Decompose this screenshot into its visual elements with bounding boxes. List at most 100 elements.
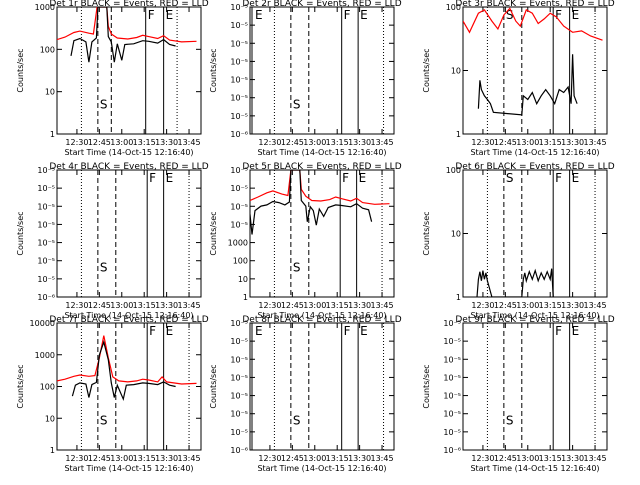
y-axis-label: Counts/sec [422, 211, 431, 255]
x-tick-label: 12:30 [471, 138, 494, 147]
y-axis-label: Counts/sec [209, 211, 218, 255]
panel-title: Det 5r BLACK = Events, RED = LLD [242, 162, 401, 172]
event-marker-label: S [100, 414, 108, 428]
x-tick-label: 13:30 [155, 138, 178, 147]
panel-det-7r: Det 7r BLACK = Events, RED = LLD 1 10 100 10… [16, 315, 209, 473]
y-tick-label: 10⁻⁵ [230, 76, 248, 85]
event-marker-label: S [506, 414, 514, 428]
y-tick-label: 10 [451, 67, 461, 76]
x-tick-label: 13:30 [348, 454, 371, 463]
x-tick-label: 12:30 [258, 454, 281, 463]
y-axis-label: Counts/sec [16, 48, 25, 92]
y-tick-label: 10 [45, 88, 55, 97]
y-tick-label: 1 [50, 130, 55, 139]
y-tick-label: 1 [456, 293, 461, 302]
x-tick-label: 12:45 [88, 301, 111, 310]
plot-frame [56, 169, 202, 298]
y-tick-label: 10⁻⁵ [443, 337, 461, 346]
y-tick-label: 1000 [228, 239, 248, 248]
y-tick-label: 10⁻⁵ [37, 257, 55, 266]
x-tick-label: 13:00 [303, 301, 326, 310]
panel-det-4r: Det 4r BLACK = Events, RED = LLD 10⁻⁶ 10⁻⁵… [16, 162, 209, 320]
series-line-lld [250, 170, 390, 205]
x-tick-label: 13:00 [516, 301, 539, 310]
x-tick-label: 13:00 [110, 301, 133, 310]
panel-title: Det 6r BLACK = Events, RED = LLD [455, 162, 614, 172]
x-tick-label: 13:30 [561, 454, 584, 463]
y-tick-label: 10⁻⁵ [230, 319, 248, 328]
x-tick-label: 13:15 [326, 138, 349, 147]
y-tick-label: 1 [243, 293, 248, 302]
event-marker-label: F [555, 324, 562, 338]
x-tick-label: 13:45 [371, 138, 394, 147]
y-tick-label: 10⁻⁶ [230, 130, 248, 139]
series-line-events [476, 268, 554, 297]
panel-det-2r: Det 2r BLACK = Events, RED = LLD 10⁻⁶ 10⁻⁵… [209, 0, 402, 157]
y-tick-label: 1 [50, 446, 55, 455]
event-marker-label: S [506, 8, 514, 22]
y-tick-label: 10⁻⁵ [230, 355, 248, 364]
plot-frame [462, 322, 608, 451]
event-marker-label: F [555, 171, 562, 185]
x-tick-label: 13:30 [155, 454, 178, 463]
plot-frame [462, 6, 608, 135]
event-marker-label: E [360, 324, 368, 338]
panel-title: Det 7r BLACK = Events, RED = LLD [49, 315, 208, 325]
y-tick-label: 10⁻⁵ [443, 428, 461, 437]
x-tick-label: 12:45 [88, 454, 111, 463]
event-marker-label: F [344, 324, 351, 338]
event-marker-label: E [360, 8, 368, 22]
x-tick-label: 13:45 [584, 138, 607, 147]
y-tick-label: 1000 [35, 3, 55, 12]
x-tick-label: 13:15 [539, 301, 562, 310]
event-marker-label: E [166, 8, 174, 22]
y-tick-label: 10⁻⁵ [443, 319, 461, 328]
y-tick-label: 10⁻⁵ [37, 275, 55, 284]
y-tick-label: 10⁻⁵ [230, 392, 248, 401]
y-tick-label: 10⁻⁵ [37, 202, 55, 211]
y-tick-label: 1 [456, 130, 461, 139]
x-tick-label: 13:30 [348, 138, 371, 147]
event-marker-label: E [572, 171, 580, 185]
y-tick-label: 10⁻⁵ [37, 184, 55, 193]
x-axis-label: Start Time (14-Oct-15 12:16:40) [470, 464, 599, 473]
event-marker-label: S [293, 98, 301, 112]
y-tick-label: 100 [40, 383, 55, 392]
event-marker-label: S [506, 171, 514, 185]
panel-det-8r: Det 8r BLACK = Events, RED = LLD 10⁻⁶ 10⁻⁵… [209, 315, 402, 473]
x-tick-label: 13:45 [371, 454, 394, 463]
y-axis-label: Counts/sec [16, 364, 25, 408]
plot-frame [249, 6, 395, 135]
x-axis-label: Start Time (14-Oct-15 12:16:40) [470, 148, 599, 157]
x-tick-label: 12:30 [65, 301, 88, 310]
y-tick-label: 10⁻⁵ [230, 39, 248, 48]
x-tick-label: 13:15 [539, 454, 562, 463]
x-tick-label: 12:45 [494, 454, 517, 463]
y-tick-label: 10⁻⁵ [230, 202, 248, 211]
panel-title: Det 2r BLACK = Events, RED = LLD [242, 0, 401, 9]
x-axis-label: Start Time (14-Oct-15 12:16:40) [64, 148, 193, 157]
y-tick-label: 10⁻⁵ [443, 410, 461, 419]
x-tick-label: 13:00 [110, 138, 133, 147]
y-tick-label: 10⁻⁵ [230, 3, 248, 12]
event-marker-label: S [100, 261, 108, 275]
x-tick-label: 13:45 [178, 454, 201, 463]
panel-det-1r: Det 1r BLACK = Events, RED = LLD 1 10 100 10… [16, 0, 209, 157]
x-tick-label: 12:45 [494, 301, 517, 310]
x-axis-label: Start Time (14-Oct-15 12:16:40) [257, 148, 386, 157]
x-tick-label: 13:30 [561, 301, 584, 310]
x-axis-label: Start Time (14-Oct-15 12:16:40) [470, 311, 599, 320]
x-tick-label: 12:45 [281, 454, 304, 463]
panel-title: Det 4r BLACK = Events, RED = LLD [49, 162, 208, 172]
y-tick-label: 10⁻⁵ [230, 428, 248, 437]
x-tick-label: 13:30 [348, 301, 371, 310]
y-tick-label: 100 [233, 257, 248, 266]
y-tick-label: 10 [451, 230, 461, 239]
x-tick-label: 13:00 [516, 454, 539, 463]
x-tick-label: 13:00 [303, 454, 326, 463]
y-tick-label: 10⁻⁶ [37, 293, 55, 302]
series-line-lld [57, 335, 197, 385]
y-tick-label: 10⁻⁵ [230, 220, 248, 229]
y-axis-label: Counts/sec [422, 48, 431, 92]
x-tick-label: 13:15 [326, 454, 349, 463]
